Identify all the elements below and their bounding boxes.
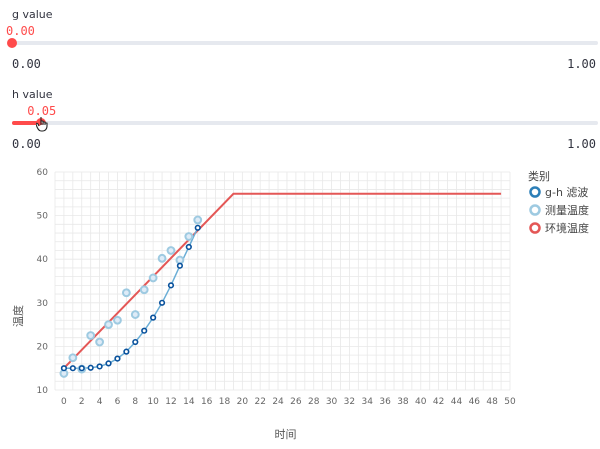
x-tick-label: 26 [290,397,302,407]
legend-entry-label: g-h 滤波 [545,186,588,199]
x-tick-label: 14 [183,397,195,407]
x-tick-label: 16 [201,397,213,407]
x-tick-label: 30 [326,397,338,407]
y-tick-label: 40 [37,255,49,265]
x-tick-label: 46 [469,397,481,407]
g-slider-widget: g value 0.00 0.00 1.00 [0,0,600,80]
gh-filter-point [150,314,157,321]
h-slider-max: 1.00 [567,137,596,151]
y-tick-label: 10 [37,386,49,396]
measurement-point [121,288,131,298]
measurement-point [130,310,140,319]
g-slider-thumb[interactable] [7,38,17,48]
gh-filter-point [158,299,166,306]
x-tick-label: 40 [415,397,427,407]
h-slider-widget: h value 0.05 0.00 1.00 [0,80,600,160]
temperature-chart: 0 2 4 6 8 10 12 14 16 18 20 22 24 26 28 30 32 34 36 38 40 42 4… [11,168,589,441]
measurement-point [95,337,105,347]
measurement-point [157,253,167,263]
gh-filter-point [176,262,184,269]
g-slider-value: 0.00 [6,24,35,38]
gh-filter-point [60,365,68,372]
x-tick-label: 22 [254,397,265,407]
measurement-point [184,232,194,241]
g-slider-track[interactable] [12,41,598,45]
h-slider-track[interactable] [12,121,598,125]
x-tick-label: 4 [97,397,103,407]
gh-filter-point [78,365,85,372]
y-axis-title: 温度 [11,305,25,327]
gh-filter-point [105,360,112,367]
gh-filter-point [69,365,76,372]
h-slider-fill [12,121,42,125]
x-tick-label: 24 [272,397,284,407]
plot-background [55,172,510,390]
gh-filter-line [63,227,199,369]
gh-filter-point [141,327,148,334]
x-tick-label: 8 [132,397,138,407]
x-tick-label: 32 [344,397,355,407]
x-tick-label: 28 [308,397,320,407]
measurement-point [86,331,96,340]
legend-title: 类别 [528,169,550,183]
measurement-point [68,353,78,363]
x-tick-label: 38 [397,397,409,407]
chart-series [59,192,502,378]
g-slider-min: 0.00 [12,57,41,71]
x-tick-label: 0 [61,397,67,407]
x-tick-label: 34 [362,397,374,407]
chart-grid [54,171,511,391]
x-axis-title: 时间 [275,428,297,441]
x-tick-label: 50 [504,397,516,407]
gh-filter-point [185,243,192,251]
legend-entry-label: 测量温度 [545,203,589,217]
legend-swatch [529,204,541,216]
measurement-point [139,285,149,295]
gh-filter-point [114,355,121,362]
x-tick-label: 36 [379,397,391,407]
x-tick-label: 2 [79,397,85,407]
gh-filter-point [167,282,175,289]
gh-filter-point [194,224,201,231]
y-tick-label: 60 [37,168,49,178]
y-tick-label: 20 [37,342,49,352]
ambient-temperature-line [63,192,502,369]
x-tick-label: 20 [237,397,249,407]
x-tick-label: 44 [451,397,463,407]
x-tick-label: 10 [147,397,159,407]
x-tick-label: 12 [165,397,176,407]
hand-cursor-icon [36,117,48,132]
gh-filter-point [96,363,103,370]
x-tick-label: 18 [219,397,231,407]
gh-filter-point [132,338,139,346]
measurement-point [148,273,158,283]
gh-filter-point [123,348,130,355]
legend-entry-label: 环境温度 [545,221,589,235]
measurement-point [113,315,122,325]
measurement-point [104,320,113,330]
measurement-point [175,255,185,265]
measurement-point [193,215,203,225]
chart-axes: 0 2 4 6 8 10 12 14 16 18 20 22 24 26 28 30 32 34 36 38 40 42 4… [11,168,516,441]
y-tick-label: 50 [37,212,49,222]
gh-filter-point [87,364,94,371]
y-tick-label: 30 [37,299,49,309]
h-slider-min: 0.00 [12,137,41,151]
g-slider-label: g value [12,8,53,21]
h-slider-value: 0.05 [27,104,57,118]
legend-swatch [529,186,541,198]
x-tick-label: 42 [433,397,444,407]
legend-swatch [529,222,541,234]
x-tick-label: 6 [115,397,121,407]
g-slider-max: 1.00 [567,57,596,71]
measurement-point [166,246,176,255]
x-tick-label: 48 [486,397,498,407]
h-slider-label: h value [12,88,53,101]
